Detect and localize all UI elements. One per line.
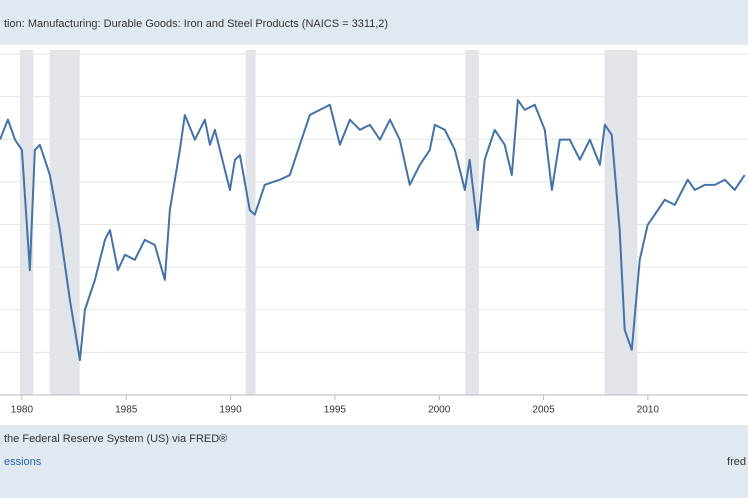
x-tick-label: 1980 xyxy=(11,405,34,416)
x-tick-label: 1985 xyxy=(115,405,138,416)
series-line xyxy=(0,99,746,362)
recession-band xyxy=(465,50,479,395)
x-tick-label: 2005 xyxy=(532,405,555,416)
chart-title: tion: Manufacturing: Durable Goods: Iron… xyxy=(4,18,388,30)
x-tick-label: 2000 xyxy=(428,405,451,416)
x-tick-label: 2010 xyxy=(637,405,660,416)
recession-band xyxy=(245,50,256,395)
x-tick-label: 1995 xyxy=(324,405,347,416)
site: fred xyxy=(727,456,746,468)
source: the Federal Reserve System (US) via FRED… xyxy=(4,433,227,445)
recession-note[interactable]: essions xyxy=(4,456,42,468)
recession-band xyxy=(49,50,80,395)
x-tick-label: 1990 xyxy=(219,405,242,416)
